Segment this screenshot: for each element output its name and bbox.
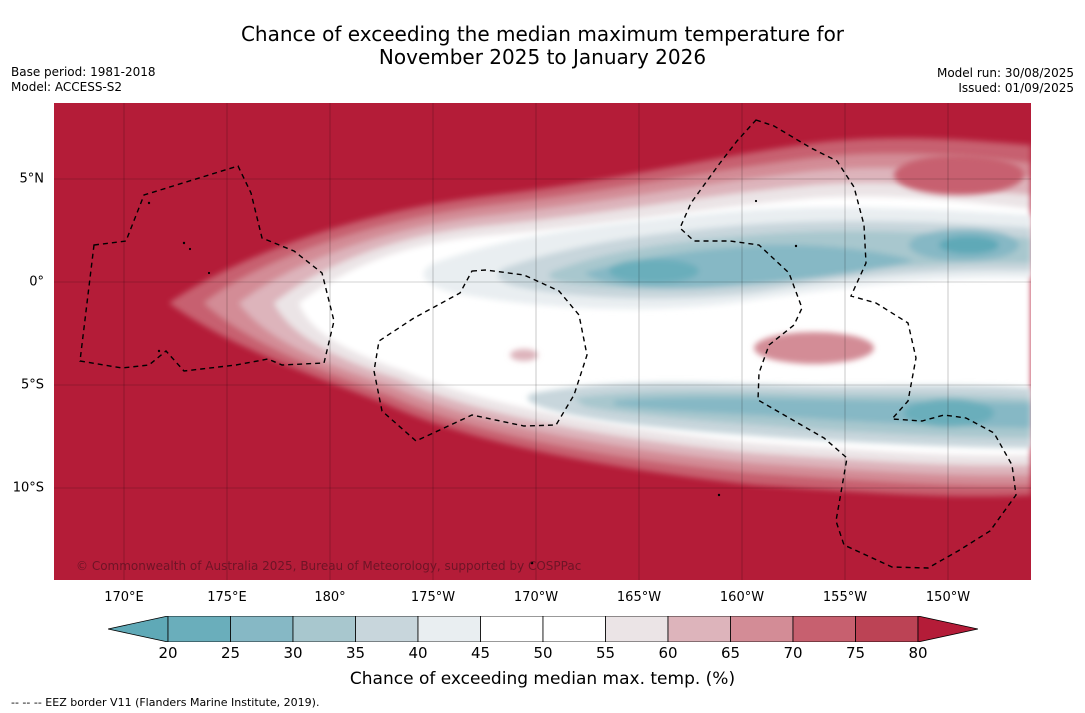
lon-label-170e: 170°E: [104, 590, 144, 605]
cool-patches: [423, 155, 1031, 448]
colorbar-segment: [230, 616, 294, 642]
eez-legend-note: -- -- -- EEZ border V11 (Flanders Marine…: [11, 696, 320, 709]
probability-map: [54, 103, 1031, 580]
chart-title-line2: November 2025 to January 2026: [378, 45, 707, 69]
colorbar-tick: 50: [533, 644, 553, 662]
lat-label-0: 0°: [29, 274, 44, 290]
colorbar-segment: [855, 616, 919, 642]
lat-label-5n: 5°N: [19, 171, 45, 187]
lon-label-175w: 175°W: [410, 590, 456, 605]
lon-label-150w: 150°W: [925, 590, 971, 605]
colorbar-segment: [480, 616, 544, 642]
graticule: [54, 103, 1031, 580]
metadata-left: Base period: 1981-2018 Model: ACCESS-S2: [11, 65, 156, 95]
colorbar-tick: 40: [408, 644, 428, 662]
copyright-notice: © Commonwealth of Australia 2025, Bureau…: [76, 559, 582, 573]
colorbar-tick: 35: [345, 644, 366, 662]
colorbar-tick: 80: [908, 644, 928, 662]
model-run-date: Model run: 30/08/2025: [936, 66, 1074, 80]
colorbar-segment: [605, 616, 669, 642]
colorbar-segment: [167, 616, 231, 642]
lat-label-10s: 10°S: [12, 480, 44, 496]
colorbar-tick: 70: [783, 644, 803, 662]
issued-date: Issued: 01/09/2025: [958, 81, 1074, 95]
colorbar-segment: [542, 616, 606, 642]
colorbar-segment: [417, 616, 481, 642]
lon-label-175e: 175°E: [207, 590, 247, 605]
lon-label-170w: 170°W: [513, 590, 559, 605]
colorbar-extend-high: [917, 616, 978, 642]
lon-label-165w: 165°W: [616, 590, 662, 605]
colorbar: [108, 616, 978, 642]
colorbar-segment: [292, 616, 356, 642]
colorbar-tick: 20: [158, 644, 178, 662]
colorbar-tick: 75: [845, 644, 866, 662]
colorbar-segment: [355, 616, 419, 642]
colorbar-title: Chance of exceeding median max. temp. (%…: [349, 669, 736, 689]
eez-borders: [79, 119, 1017, 569]
colorbar-segment: [667, 616, 731, 642]
islands: [147, 199, 798, 565]
chart-title-line1: Chance of exceeding the median maximum t…: [240, 22, 845, 46]
colorbar-tick: 65: [720, 644, 741, 662]
map-svg: [54, 103, 1031, 580]
colorbar-segment: [792, 616, 856, 642]
colorbar-tick: 30: [283, 644, 303, 662]
colorbar-tick: 45: [470, 644, 491, 662]
lon-label-155w: 155°W: [822, 590, 868, 605]
colorbar-tick: 60: [658, 644, 678, 662]
colorbar-segment: [730, 616, 794, 642]
model-name: Model: ACCESS-S2: [11, 80, 123, 94]
colorbar-tick: 25: [220, 644, 241, 662]
colorbar-extend-low: [108, 616, 169, 642]
lon-label-160w: 160°W: [719, 590, 765, 605]
base-period: Base period: 1981-2018: [11, 65, 156, 79]
lat-label-5s: 5°S: [20, 377, 44, 393]
lon-label-180: 180°: [314, 590, 346, 605]
metadata-right: Model run: 30/08/2025 Issued: 01/09/2025: [937, 66, 1074, 96]
colorbar-tick: 55: [595, 644, 616, 662]
